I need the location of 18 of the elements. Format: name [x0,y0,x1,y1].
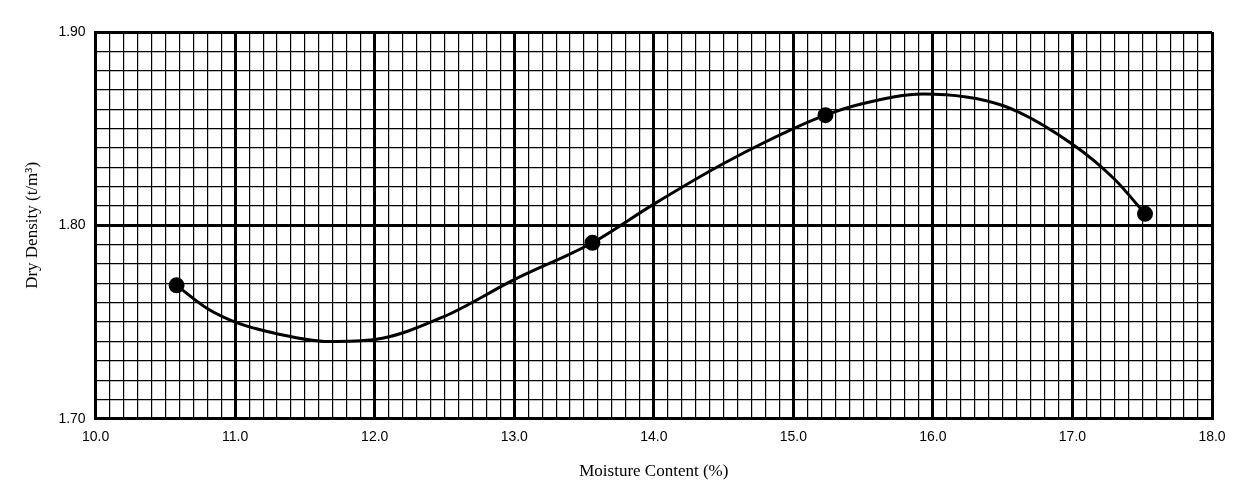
x-tick-label: 11.0 [222,428,249,445]
point [584,234,601,251]
y-tick-label: 1.80 [58,216,86,233]
x-tick-label: 14.0 [640,428,668,445]
point [168,277,185,294]
point [1137,205,1154,222]
y-tick-label: 1.90 [58,22,86,39]
x-tick-label: 16.0 [919,428,947,445]
point [817,107,834,124]
x-tick-label: 13.0 [500,428,529,445]
x-tick-label: 15.0 [779,428,808,445]
x-tick-label: 12.0 [361,428,389,445]
x-tick-label: 10.0 [82,428,110,445]
x-tick-label: 18.0 [1198,428,1226,445]
y-axis-title: Dry Density (t/m³) [21,161,41,289]
x-tick-label: 17.0 [1058,428,1087,445]
y-tick-label: 1.70 [58,409,86,426]
x-axis-title: Moisture Content (%) [579,461,729,481]
